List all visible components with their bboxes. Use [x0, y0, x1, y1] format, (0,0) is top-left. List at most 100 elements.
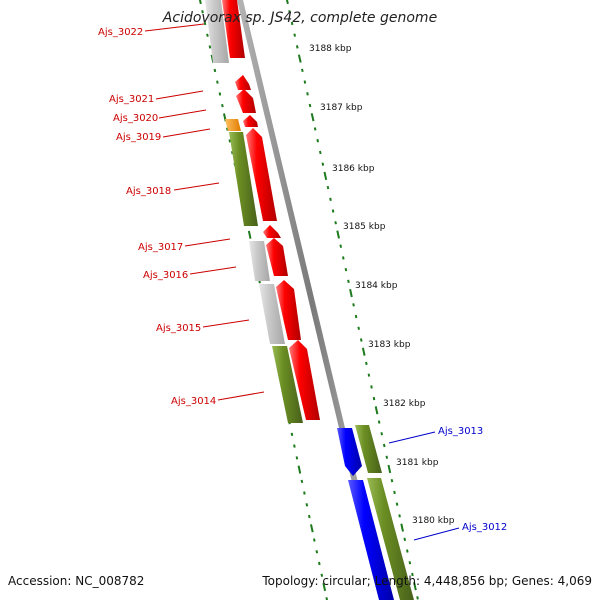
tick-mark [336, 230, 340, 239]
tick-mark [303, 80, 307, 84]
tick-mark [221, 103, 224, 108]
tick-mark [339, 244, 343, 248]
scale-label: 3181 kbp [396, 458, 439, 468]
gene-ajs-3012-outer[interactable] [367, 478, 414, 600]
gene-ajs-3015[interactable] [276, 280, 301, 340]
tick-mark [301, 68, 304, 73]
scale-label: 3186 kbp [332, 164, 375, 174]
tick-mark [406, 549, 409, 553]
tick-mark [395, 502, 399, 506]
gene-ajs-3012[interactable] [348, 480, 394, 600]
tick-mark [413, 582, 417, 591]
tick-mark [408, 561, 412, 565]
accession-text: Accession: NC_008782 [8, 574, 145, 588]
tick-mark [216, 80, 219, 84]
tick-mark [322, 582, 327, 592]
leader-line [144, 23, 205, 32]
gene-ajs-3017[interactable] [263, 225, 281, 238]
gene-ajs-3015-inner[interactable] [259, 284, 285, 344]
gene-ajs-3020[interactable] [243, 115, 258, 127]
tick-mark [308, 103, 312, 108]
tick-mark [374, 406, 379, 415]
tick-mark [403, 537, 407, 542]
gene-ajs-3013-outer[interactable] [355, 425, 382, 473]
gene-ajs-3022[interactable] [222, 0, 245, 58]
tick-mark [377, 420, 381, 424]
gene-label-ajs-3012[interactable]: Ajs_3012 [462, 522, 507, 533]
leader-line [162, 128, 211, 138]
tick-mark [390, 478, 394, 483]
gene-ajs-3019[interactable] [246, 128, 277, 221]
tick-mark [310, 524, 314, 533]
leader-line [158, 109, 207, 119]
tick-mark [342, 256, 345, 260]
tick-mark [247, 230, 252, 239]
gene-ajs-3016[interactable] [266, 238, 288, 276]
scale-label: 3180 kbp [412, 516, 455, 526]
gene-ajs-3018-inner[interactable] [229, 132, 258, 226]
gene-label-ajs-3017[interactable]: Ajs_3017 [138, 242, 183, 253]
leader-line [413, 527, 460, 541]
leader-line [189, 266, 237, 275]
gene-ajs-3013[interactable] [337, 428, 362, 476]
gene-ajs-3014-inner[interactable] [272, 346, 303, 423]
tick-mark [385, 455, 389, 459]
tick-mark [329, 197, 332, 201]
tick-mark [310, 113, 315, 122]
tick-mark [290, 432, 294, 437]
gene-ajs-3021[interactable] [235, 75, 251, 90]
tick-mark [208, 45, 212, 49]
gene-ajs-3016-inner[interactable] [249, 241, 270, 281]
scale-label: 3184 kbp [355, 281, 398, 291]
gene-ajs-3019-inner[interactable] [225, 119, 241, 131]
leader-line [173, 182, 220, 191]
tick-mark [303, 491, 306, 495]
tick-mark [372, 396, 376, 401]
tick-mark [380, 432, 383, 436]
tick-mark [228, 139, 232, 143]
tick-mark [398, 514, 401, 518]
tick-mark [382, 443, 386, 448]
tick-mark [293, 444, 296, 448]
tick-mark [218, 92, 222, 96]
scale-label: 3187 kbp [320, 103, 363, 113]
leader-line [202, 319, 250, 328]
gene-ajs-3021b[interactable] [236, 89, 256, 113]
tick-mark [293, 33, 296, 37]
scale-label: 3182 kbp [383, 399, 426, 409]
tick-mark [357, 326, 360, 330]
gene-label-ajs-3022[interactable]: Ajs_3022 [98, 27, 143, 38]
gene-label-ajs-3019[interactable]: Ajs_3019 [116, 132, 161, 143]
gene-label-ajs-3020[interactable]: Ajs_3020 [113, 113, 158, 124]
outer-gene-track [355, 425, 414, 600]
tick-mark [198, 0, 202, 5]
gene-label-ajs-3015[interactable]: Ajs_3015 [156, 323, 201, 334]
tick-mark [393, 490, 396, 495]
tick-mark [367, 373, 371, 377]
gene-ajs-3014[interactable] [289, 340, 320, 420]
gene-label-ajs-3013[interactable]: Ajs_3013 [438, 426, 483, 437]
gene-label-ajs-3014[interactable]: Ajs_3014 [171, 396, 216, 407]
tick-mark [352, 303, 355, 307]
tick-mark [370, 385, 373, 389]
tick-mark [323, 171, 328, 181]
map-title: Acidovorax sp. JS42, complete genome [162, 10, 437, 26]
tick-mark [308, 514, 311, 519]
tick-mark [318, 561, 321, 566]
scale-label: 3185 kbp [343, 222, 386, 232]
tick-mark [319, 150, 322, 155]
tick-mark [400, 523, 404, 532]
tick-mark [206, 33, 209, 37]
tick-mark [313, 538, 316, 542]
tick-mark [387, 464, 392, 474]
gene-ajs-3022-inner[interactable] [205, 0, 229, 63]
gene-label-ajs-3021[interactable]: Ajs_3021 [109, 94, 154, 105]
gene-label-ajs-3018[interactable]: Ajs_3018 [126, 186, 171, 197]
scale-label: 3188 kbp [309, 44, 352, 54]
leader-line [184, 238, 231, 247]
gene-label-ajs-3016[interactable]: Ajs_3016 [143, 270, 188, 281]
tick-mark [315, 550, 319, 554]
reverse-gene-labels: Ajs_3013 Ajs_3012 [388, 426, 507, 541]
tick-mark [354, 314, 358, 319]
